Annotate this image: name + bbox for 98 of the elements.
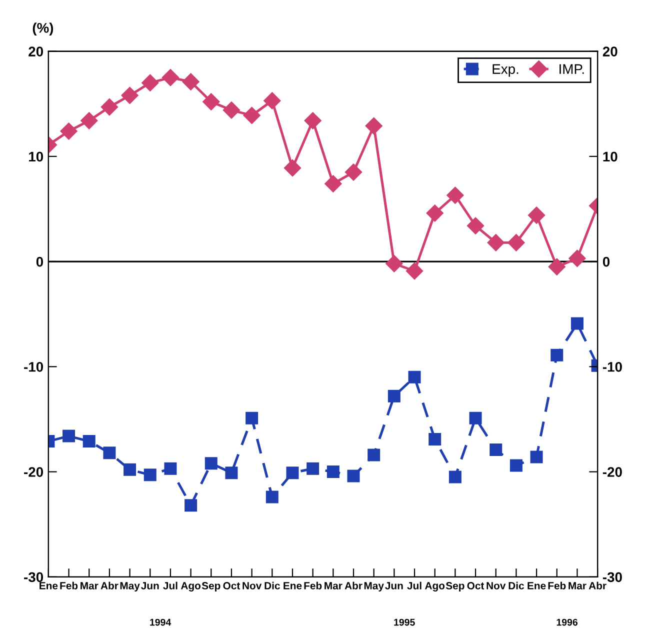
point: [446, 186, 464, 204]
x-tick-label: Feb: [60, 582, 78, 590]
x-tick-label: Jun: [385, 582, 403, 590]
point: [243, 106, 260, 124]
x-tick-label: Mar: [324, 582, 342, 590]
point: [286, 466, 299, 480]
point: [304, 112, 322, 130]
x-tick-label: Feb: [304, 582, 322, 590]
point: [306, 462, 320, 475]
y2-tick-label: -20: [602, 467, 622, 477]
x-tick-label: Jun: [141, 582, 159, 590]
point: [530, 450, 543, 464]
y2-tick-label: -30: [602, 572, 622, 582]
x-tick-label: Sep: [446, 582, 464, 592]
x-tick-label: Sep: [202, 582, 220, 592]
point: [466, 217, 484, 234]
x-tick-label: Ago: [424, 582, 445, 592]
x-tick-label: Ene: [284, 582, 302, 590]
x-tick-label: Nov: [242, 582, 262, 590]
point: [202, 93, 220, 110]
point: [246, 412, 258, 424]
x-tick-label: Dic: [264, 582, 280, 590]
point: [144, 468, 156, 482]
x-tick-label: Oct: [467, 582, 484, 590]
point: [528, 206, 546, 224]
x-tick-label: Nov: [486, 582, 506, 590]
point: [225, 466, 238, 480]
point: [100, 98, 118, 116]
point: [222, 102, 240, 119]
point: [184, 499, 198, 512]
point: [182, 73, 200, 90]
point: [326, 466, 340, 478]
point: [568, 250, 586, 267]
point: [448, 470, 462, 484]
legend-label: Exp.: [492, 64, 518, 77]
x-tick-label: May: [120, 582, 140, 592]
x-tick-label: Abr: [588, 582, 606, 590]
y-tick-label: -30: [24, 572, 44, 582]
point: [264, 92, 281, 110]
point: [162, 69, 180, 86]
x-tick-label: Ene: [40, 582, 58, 590]
point: [266, 490, 278, 504]
point: [121, 86, 138, 104]
point: [426, 204, 444, 222]
point: [368, 448, 380, 462]
point: [469, 412, 482, 424]
point: [103, 446, 116, 460]
point: [386, 255, 403, 272]
point: [510, 459, 522, 472]
point: [570, 317, 584, 330]
point: [324, 175, 342, 192]
x-tick-label: Oct: [223, 582, 240, 590]
y2-tick-label: 20: [602, 46, 618, 56]
y2-tick-label: 10: [603, 152, 618, 162]
point: [142, 74, 159, 92]
y-tick-label: -20: [24, 467, 44, 477]
point: [60, 122, 78, 140]
point: [428, 432, 442, 446]
x-tick-label: Ene: [528, 582, 546, 590]
y-axis-title: (%): [32, 22, 54, 36]
x-tick-label: Dic: [508, 582, 524, 590]
x-tick-label: Abr: [344, 582, 362, 590]
x-tick-label: Jul: [407, 582, 422, 590]
point: [80, 112, 98, 130]
point: [487, 234, 504, 252]
x-tick-label: Ago: [180, 582, 201, 592]
legend-label: IMP.: [560, 64, 584, 74]
point: [124, 463, 136, 476]
y2-tick-label: -10: [602, 362, 622, 372]
y-tick-label: 0: [36, 256, 44, 267]
y-tick-label: -10: [24, 362, 44, 372]
point: [406, 262, 424, 280]
point: [62, 430, 76, 442]
point: [548, 258, 566, 276]
y2-tick-label: 0: [602, 256, 610, 267]
x-tick-label: Mar: [80, 582, 98, 590]
point: [508, 234, 525, 252]
y-tick-label: 10: [29, 152, 44, 162]
x-tick-label: Feb: [548, 582, 566, 590]
point: [550, 348, 564, 362]
point: [490, 443, 502, 456]
text: 1994: [150, 618, 172, 626]
point: [365, 117, 382, 134]
point: [388, 390, 400, 402]
point: [204, 457, 218, 470]
point: [164, 462, 177, 475]
x-tick-label: Mar: [568, 582, 586, 590]
x-tick-label: Jul: [163, 582, 178, 590]
x-tick-label: May: [364, 582, 384, 592]
x-tick-label: Abr: [100, 582, 118, 590]
point: [347, 470, 360, 482]
point: [82, 435, 96, 448]
point: [344, 164, 362, 181]
point: [408, 370, 421, 384]
y-tick-label: 20: [28, 46, 44, 56]
point: [284, 159, 302, 177]
text: 1995: [394, 618, 415, 626]
text: 1996: [556, 618, 578, 626]
